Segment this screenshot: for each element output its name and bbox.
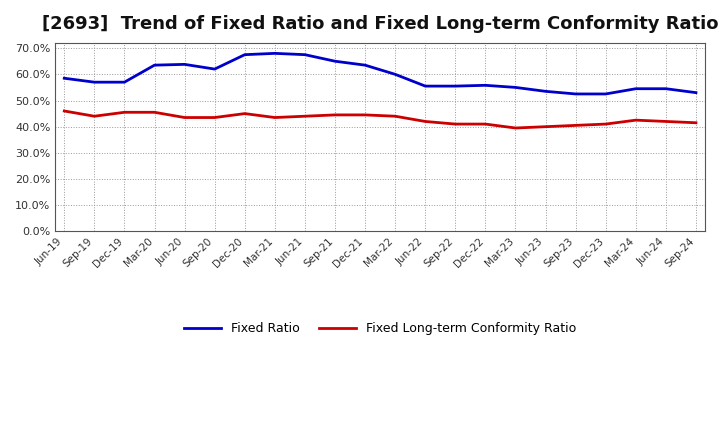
Fixed Ratio (451, 84, 459, 89)
Fixed Ratio (180, 62, 189, 67)
Fixed Ratio (631, 86, 640, 92)
Fixed Long-term Conformity Ratio (451, 121, 459, 127)
Fixed Long-term Conformity Ratio (421, 119, 430, 124)
Fixed Ratio (271, 51, 279, 56)
Fixed Long-term Conformity Ratio (150, 110, 159, 115)
Fixed Long-term Conformity Ratio (391, 114, 400, 119)
Fixed Ratio (662, 86, 670, 92)
Fixed Ratio (421, 84, 430, 89)
Fixed Long-term Conformity Ratio (300, 114, 309, 119)
Fixed Long-term Conformity Ratio (601, 121, 610, 127)
Fixed Long-term Conformity Ratio (240, 111, 249, 116)
Fixed Ratio (150, 62, 159, 68)
Fixed Long-term Conformity Ratio (481, 121, 490, 127)
Line: Fixed Ratio: Fixed Ratio (64, 53, 696, 94)
Fixed Long-term Conformity Ratio (271, 115, 279, 120)
Fixed Long-term Conformity Ratio (662, 119, 670, 124)
Fixed Long-term Conformity Ratio (180, 115, 189, 120)
Fixed Ratio (90, 80, 99, 85)
Fixed Long-term Conformity Ratio (631, 117, 640, 123)
Fixed Ratio (210, 66, 219, 72)
Line: Fixed Long-term Conformity Ratio: Fixed Long-term Conformity Ratio (64, 111, 696, 128)
Fixed Long-term Conformity Ratio (541, 124, 550, 129)
Fixed Long-term Conformity Ratio (361, 112, 369, 117)
Fixed Ratio (240, 52, 249, 57)
Fixed Ratio (60, 76, 68, 81)
Fixed Ratio (541, 89, 550, 94)
Fixed Ratio (300, 52, 309, 57)
Fixed Ratio (361, 62, 369, 68)
Fixed Ratio (601, 92, 610, 97)
Fixed Long-term Conformity Ratio (692, 120, 701, 125)
Fixed Long-term Conformity Ratio (210, 115, 219, 120)
Fixed Ratio (481, 83, 490, 88)
Fixed Ratio (692, 90, 701, 95)
Fixed Ratio (120, 80, 129, 85)
Fixed Long-term Conformity Ratio (572, 123, 580, 128)
Fixed Long-term Conformity Ratio (120, 110, 129, 115)
Legend: Fixed Ratio, Fixed Long-term Conformity Ratio: Fixed Ratio, Fixed Long-term Conformity … (179, 317, 582, 340)
Fixed Ratio (511, 85, 520, 90)
Fixed Long-term Conformity Ratio (330, 112, 339, 117)
Fixed Long-term Conformity Ratio (90, 114, 99, 119)
Fixed Ratio (391, 72, 400, 77)
Title: [2693]  Trend of Fixed Ratio and Fixed Long-term Conformity Ratio: [2693] Trend of Fixed Ratio and Fixed Lo… (42, 15, 719, 33)
Fixed Ratio (572, 92, 580, 97)
Fixed Long-term Conformity Ratio (511, 125, 520, 131)
Fixed Long-term Conformity Ratio (60, 108, 68, 114)
Fixed Ratio (330, 59, 339, 64)
